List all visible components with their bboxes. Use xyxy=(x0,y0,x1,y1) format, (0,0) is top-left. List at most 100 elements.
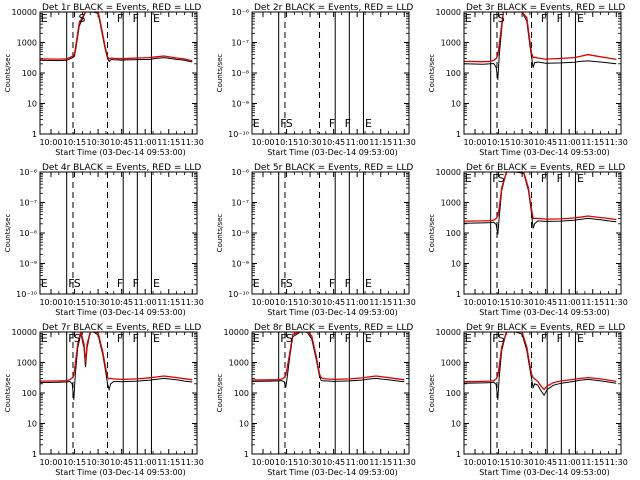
event-marker: F xyxy=(117,277,123,290)
event-marker: E xyxy=(465,172,472,185)
event-lines xyxy=(490,172,576,294)
x-tick-label: 11:15 xyxy=(581,298,604,307)
x-tick-label: 10:45 xyxy=(534,298,557,307)
panel-title: Det 6r BLACK = Events, RED = LLD xyxy=(466,163,625,173)
x-axis-label: Start Time (03-Dec-14 09:53:00) xyxy=(479,148,610,157)
x-tick-label: 10:15 xyxy=(63,138,86,147)
y-tick-label: 10⁻¹⁰ xyxy=(16,290,37,299)
y-tick-label: 100 xyxy=(446,229,461,238)
x-tick-label: 11:30 xyxy=(605,298,628,307)
x-tick-label: 10:00 xyxy=(251,298,274,307)
plot-frame xyxy=(39,171,198,295)
y-tick-label: 1000 xyxy=(441,199,461,208)
y-tick-label: 100 xyxy=(234,389,249,398)
event-marker: S xyxy=(498,172,505,185)
plot-frame xyxy=(463,331,622,455)
plot-frame xyxy=(251,11,410,135)
y-tick-label: 10⁻⁸ xyxy=(231,229,249,238)
x-tick-label: 10:45 xyxy=(534,458,557,467)
x-axis-label: Start Time (03-Dec-14 09:53:00) xyxy=(55,468,186,477)
event-marker: F xyxy=(557,332,563,345)
series-group xyxy=(40,12,193,63)
y-axis-label: Counts/sec xyxy=(216,214,224,253)
event-marker: E xyxy=(253,332,260,345)
x-tick-label: 10:15 xyxy=(63,298,86,307)
event-marker: F xyxy=(329,117,335,130)
event-marker: S xyxy=(78,12,85,25)
x-tick-label: 10:15 xyxy=(275,138,298,147)
x-tick-label: 10:00 xyxy=(251,138,274,147)
event-marker: E xyxy=(41,277,48,290)
x-tick-label: 10:30 xyxy=(87,298,110,307)
event-lines xyxy=(278,12,364,134)
event-marker: F xyxy=(280,332,286,345)
event-marker: S xyxy=(498,332,505,345)
x-tick-label: 10:30 xyxy=(511,138,534,147)
x-tick-label: 10:45 xyxy=(322,138,345,147)
x-tick-label: 11:15 xyxy=(157,138,180,147)
x-tick-label: 11:00 xyxy=(346,458,369,467)
y-tick-label: 100 xyxy=(446,69,461,78)
event-marker: E xyxy=(577,332,584,345)
x-tick-label: 11:30 xyxy=(393,458,416,467)
panel-det-8: Det 8r BLACK = Events, RED = LLD 1 10 100 10… xyxy=(216,323,416,477)
x-tick-label: 10:45 xyxy=(534,138,557,147)
plot-frame xyxy=(463,11,622,135)
panel-det-1: Det 1r BLACK = Events, RED = LLD 1 10 100 10… xyxy=(4,3,204,157)
event-marker: F xyxy=(492,172,498,185)
x-tick-label: 10:45 xyxy=(110,138,133,147)
y-tick-label: 10 xyxy=(451,420,461,429)
x-tick-label: 11:00 xyxy=(558,458,581,467)
y-tick-label: 1000 xyxy=(17,39,37,48)
event-marker: S xyxy=(74,332,81,345)
x-tick-label: 10:15 xyxy=(275,298,298,307)
y-tick-label: 1000 xyxy=(441,39,461,48)
panel-det-2: Det 2r BLACK = Events, RED = LLD 10⁻¹⁰ 10⁻… xyxy=(216,3,416,157)
series-group xyxy=(252,332,405,388)
series-line-lld xyxy=(40,12,193,62)
x-tick-label: 10:45 xyxy=(110,458,133,467)
x-axis-label: Start Time (03-Dec-14 09:53:00) xyxy=(267,468,398,477)
event-marker: E xyxy=(465,12,472,25)
event-marker: F xyxy=(345,117,351,130)
series-group xyxy=(464,332,617,400)
y-axis-label: Counts/sec xyxy=(4,374,12,413)
panel-det-6: Det 6r BLACK = Events, RED = LLD 1 10 100 10… xyxy=(428,163,628,317)
event-lines xyxy=(66,172,152,294)
y-tick-label: 10000 xyxy=(436,168,461,177)
x-tick-label: 10:00 xyxy=(463,138,486,147)
x-tick-label: 10:00 xyxy=(251,458,274,467)
series-line-lld xyxy=(40,332,193,382)
x-tick-label: 10:30 xyxy=(299,458,322,467)
x-tick-label: 11:15 xyxy=(369,458,392,467)
series-line-lld xyxy=(252,332,405,381)
event-marker: F xyxy=(68,277,74,290)
y-tick-label: 1000 xyxy=(229,359,249,368)
x-tick-label: 11:30 xyxy=(181,298,204,307)
series-line-events xyxy=(464,332,617,400)
panel-title: Det 4r BLACK = Events, RED = LLD xyxy=(42,163,201,173)
x-tick-label: 11:00 xyxy=(134,138,157,147)
y-tick-label: 100 xyxy=(22,69,37,78)
event-marker: E xyxy=(41,332,48,345)
event-marker: F xyxy=(492,332,498,345)
y-tick-label: 10 xyxy=(27,100,37,109)
event-marker: E xyxy=(365,332,372,345)
y-tick-label: 1 xyxy=(244,450,249,459)
plot-frame xyxy=(251,331,410,455)
y-tick-label: 1 xyxy=(456,450,461,459)
event-marker: E xyxy=(465,332,472,345)
x-tick-label: 10:15 xyxy=(63,458,86,467)
event-marker: F xyxy=(345,332,351,345)
x-tick-label: 10:15 xyxy=(487,458,510,467)
event-marker: F xyxy=(541,172,547,185)
x-tick-label: 10:15 xyxy=(275,458,298,467)
y-tick-label: 10 xyxy=(451,260,461,269)
y-tick-label: 10⁻⁶ xyxy=(231,8,249,17)
event-marker: F xyxy=(557,12,563,25)
event-marker: F xyxy=(557,172,563,185)
x-tick-label: 10:30 xyxy=(87,138,110,147)
x-tick-label: 11:30 xyxy=(605,458,628,467)
event-marker: F xyxy=(133,12,139,25)
x-tick-label: 10:30 xyxy=(511,458,534,467)
